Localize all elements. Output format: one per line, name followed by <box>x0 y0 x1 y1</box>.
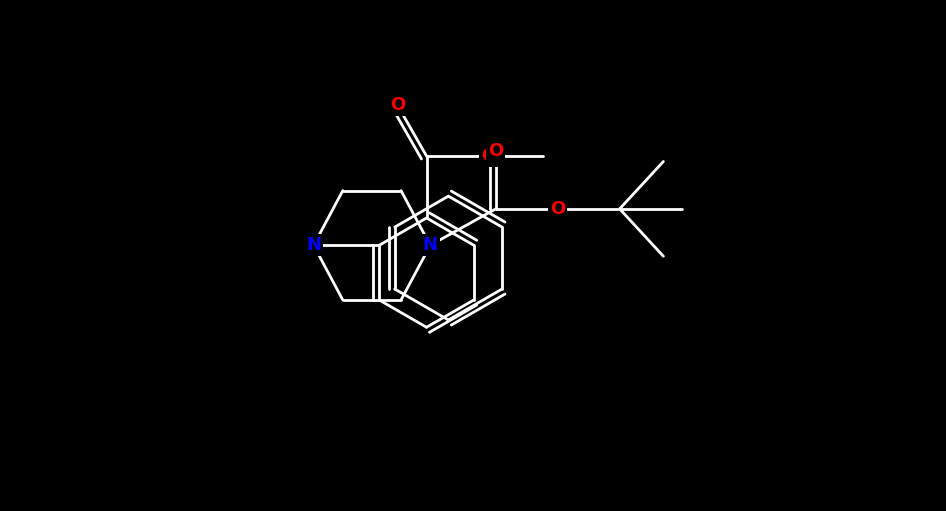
Text: N: N <box>307 236 321 254</box>
Text: N: N <box>423 236 438 254</box>
Text: O: O <box>551 200 566 218</box>
Text: O: O <box>488 142 503 159</box>
Text: O: O <box>390 96 405 114</box>
Text: O: O <box>481 147 496 165</box>
